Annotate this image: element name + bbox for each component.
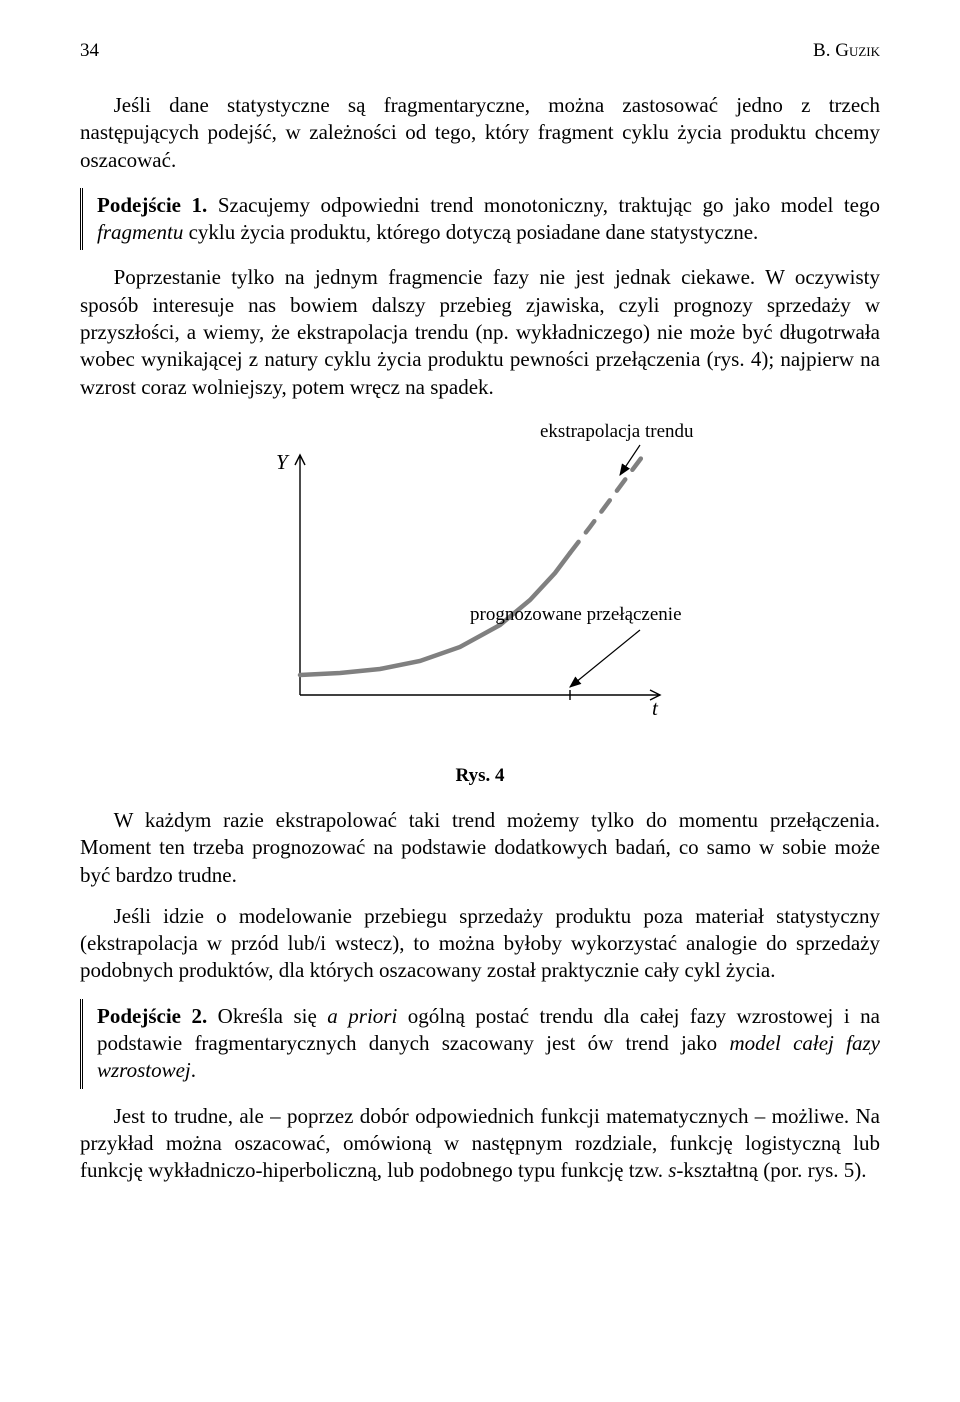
approach-2-text: Podejście 2. Określa się a priori ogólną… xyxy=(97,1003,880,1085)
approach-2-rest: Określa się xyxy=(207,1004,327,1028)
paragraph-4: Jeśli idzie o modelowanie przebiegu sprz… xyxy=(80,903,880,985)
figure-4-svg: Yt ekstrapolacja trendu prognozowane przeł… xyxy=(220,415,740,755)
approach-1-label: Podejście 1. xyxy=(97,193,207,217)
paragraph-5: Jest to trudne, ale – poprzez dobór odpo… xyxy=(80,1103,880,1185)
paragraph-5-italic: s- xyxy=(668,1158,683,1182)
page: 34 B. Guzik Jeśli dane statystyczne są f… xyxy=(0,0,960,1402)
approach-2-box: Podejście 2. Określa się a priori ogólną… xyxy=(80,999,880,1089)
svg-text:ekstrapolacja trendu: ekstrapolacja trendu xyxy=(540,421,694,442)
svg-text:Y: Y xyxy=(276,450,290,474)
approach-2-italic1: a priori xyxy=(327,1004,397,1028)
paragraph-5-b: kształtną (por. rys. 5). xyxy=(683,1158,866,1182)
approach-1-italic: fragmentu xyxy=(97,220,183,244)
approach-2-tail: . xyxy=(191,1058,196,1082)
figure-4-caption: Rys. 4 xyxy=(456,765,505,787)
paragraph-3: W każdym razie ekstrapolować taki trend … xyxy=(80,807,880,889)
page-number: 34 xyxy=(80,40,99,62)
figure-4: Yt ekstrapolacja trendu prognozowane przeł… xyxy=(80,415,880,787)
approach-2-label: Podejście 2. xyxy=(97,1004,207,1028)
paragraph-intro: Jeśli dane statystyczne są fragmentarycz… xyxy=(80,92,880,174)
approach-1-text: Podejście 1. Szacujemy odpowiedni trend … xyxy=(97,192,880,247)
author-name: B. Guzik xyxy=(813,40,880,62)
svg-text:t: t xyxy=(652,696,659,720)
page-header: 34 B. Guzik xyxy=(80,40,880,62)
paragraph-2: Poprzestanie tylko na jednym fragmencie … xyxy=(80,264,880,400)
approach-1-box: Podejście 1. Szacujemy odpowiedni trend … xyxy=(80,188,880,251)
svg-text:prognozowane przełączenie: prognozowane przełączenie xyxy=(470,604,682,625)
approach-1-rest: Szacujemy odpowiedni trend monotoniczny,… xyxy=(207,193,880,217)
approach-1-tail: cyklu życia produktu, którego dotyczą po… xyxy=(183,220,758,244)
